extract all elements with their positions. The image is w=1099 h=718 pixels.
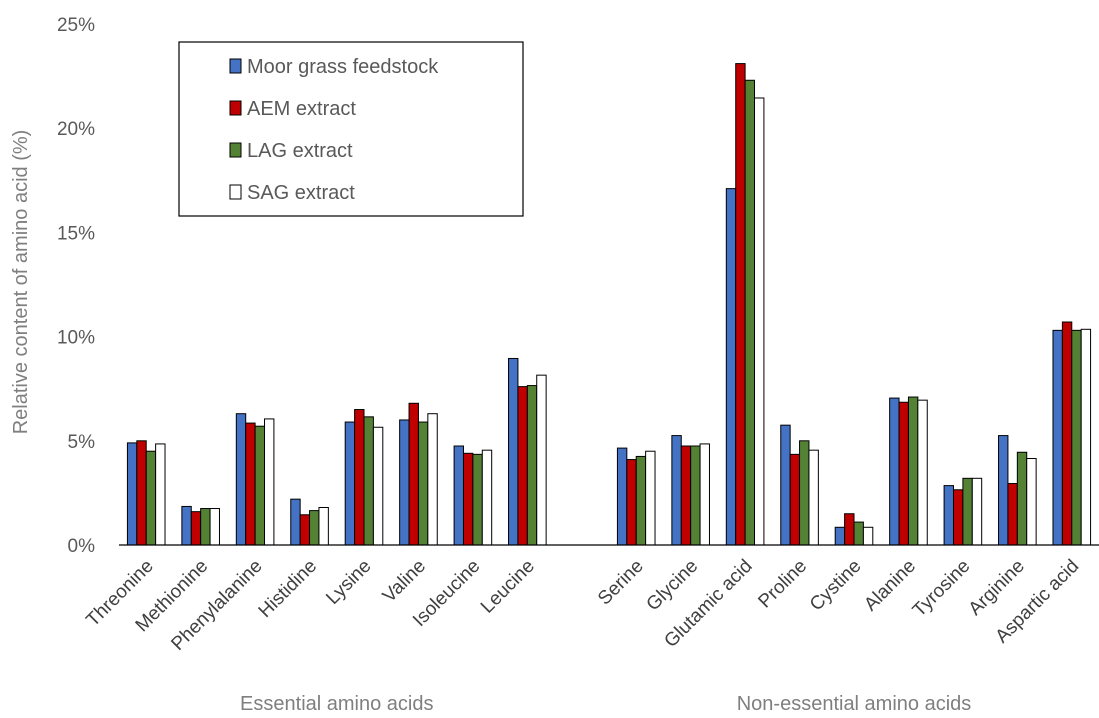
legend-entry: AEM extract <box>247 98 356 120</box>
bar <box>209 508 220 546</box>
legend-swatch <box>229 142 242 158</box>
bar <box>808 449 819 546</box>
x-tick-label: Proline <box>754 556 811 613</box>
bar <box>181 505 192 546</box>
x-tick-label: Leucine <box>477 556 539 618</box>
bar <box>971 477 983 546</box>
bar <box>907 396 919 546</box>
bar <box>481 449 493 546</box>
group-labels: Essential amino acids Non-essential amino… <box>240 693 971 715</box>
bar <box>744 79 756 546</box>
bar <box>200 508 211 546</box>
bar <box>145 450 157 546</box>
x-tick-label: Tyrosine <box>909 556 975 622</box>
bar <box>453 445 464 546</box>
bar <box>1026 458 1037 546</box>
bar <box>290 498 301 546</box>
x-tick-label: Cystine <box>806 556 866 616</box>
x-tick-label: Serine <box>594 556 648 610</box>
y-tick-label: 15% <box>57 223 95 244</box>
bar <box>245 422 256 546</box>
x-tick-label: Histidine <box>255 556 321 622</box>
bar <box>735 63 746 546</box>
bar <box>917 399 928 546</box>
bar <box>462 452 474 546</box>
bar <box>799 440 810 546</box>
bar <box>408 402 419 546</box>
y-tick-label: 5% <box>68 432 96 453</box>
y-axis-title: Relative content of amino acid (%) <box>10 130 32 435</box>
x-tick-label: Valine <box>379 556 430 607</box>
bar <box>399 419 410 546</box>
bar <box>264 418 275 546</box>
bar <box>126 442 138 546</box>
bar <box>372 426 384 546</box>
bar <box>862 526 874 546</box>
legend-entry: LAG extract <box>247 140 353 162</box>
bar <box>309 510 320 546</box>
bar <box>645 450 656 546</box>
bar <box>889 397 900 546</box>
bar <box>526 385 538 546</box>
bar <box>844 513 855 546</box>
bar <box>254 425 266 546</box>
bar <box>780 424 791 546</box>
bar <box>1071 329 1082 546</box>
bar <box>363 416 374 546</box>
bar <box>508 357 519 546</box>
bar <box>136 440 147 546</box>
bar <box>699 443 710 546</box>
y-tick-label: 25% <box>57 15 95 36</box>
bar <box>155 443 166 546</box>
bar <box>344 421 356 546</box>
bar <box>690 445 701 546</box>
group-label: Non-essential amino acids <box>737 693 972 715</box>
legend-swatch <box>229 184 242 200</box>
bar <box>635 455 647 546</box>
bar <box>536 374 547 546</box>
y-tick-label: 20% <box>57 119 95 140</box>
legend-entry: SAG extract <box>247 182 355 204</box>
y-tick-label: 0% <box>68 536 96 557</box>
bar <box>472 453 483 546</box>
bars <box>126 63 1092 546</box>
bar <box>427 413 438 546</box>
bar <box>962 477 973 546</box>
bar <box>616 447 628 546</box>
bar <box>1052 329 1063 546</box>
bar <box>671 435 682 546</box>
bar <box>517 386 528 546</box>
x-axis-labels: ThreonineMethioninePhenylalanineHistidin… <box>82 556 1083 655</box>
bar <box>789 453 801 546</box>
bar <box>898 401 909 546</box>
legend-entry: Moor grass feedstock <box>247 56 439 78</box>
bar <box>834 526 846 546</box>
bar <box>626 459 637 546</box>
bar <box>417 421 429 546</box>
bar <box>1080 328 1092 546</box>
bar <box>190 511 202 546</box>
bar <box>952 489 964 546</box>
bar <box>318 506 329 546</box>
y-axis: 0% 5% 10% 15% 20% 25% <box>57 15 95 557</box>
legend: Moor grass feedstock AEM extract LAG extra… <box>178 41 524 217</box>
bar <box>1061 321 1073 546</box>
bar <box>354 409 365 546</box>
bar <box>853 521 864 546</box>
legend-swatch <box>229 58 242 74</box>
group-label: Essential amino acids <box>240 693 433 715</box>
bar <box>299 514 311 546</box>
bar <box>1007 483 1018 546</box>
bar <box>754 97 765 546</box>
bar <box>725 188 737 546</box>
x-tick-label: Lysine <box>322 556 375 609</box>
bar <box>998 435 1009 546</box>
bar <box>1016 451 1028 546</box>
bar <box>680 445 692 546</box>
bar <box>943 485 954 546</box>
legend-swatch <box>229 100 242 116</box>
y-tick-label: 10% <box>57 328 95 349</box>
bar <box>235 413 247 546</box>
